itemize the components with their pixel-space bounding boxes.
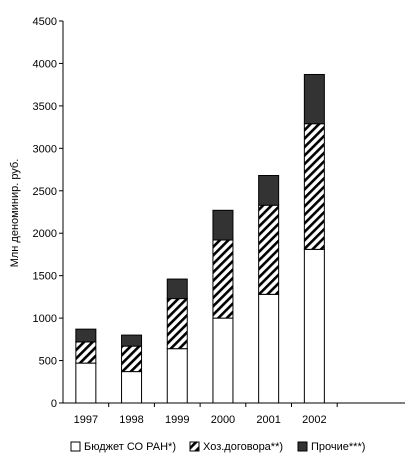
y-tick-label: 1000	[33, 313, 57, 325]
bar-segment-2	[166, 298, 188, 350]
bar-segment-3	[166, 278, 188, 300]
legend-swatch	[297, 441, 308, 452]
x-axis: 1997 1998 1999 2000 2001 2002	[63, 402, 405, 426]
y-tick-label: 500	[39, 356, 57, 368]
bar-segment-3	[303, 73, 325, 125]
bar-segment-2	[258, 204, 280, 295]
bar-segment-1	[258, 293, 280, 404]
plot-area	[75, 73, 325, 404]
y-axis: 0 500 1000 1500 2000 2500 3000 3500 4000 4500	[33, 16, 64, 410]
legend-label: Прочие***)	[311, 441, 365, 453]
y-tick-label: 1500	[33, 271, 57, 283]
legend-label: Бюджет СО РАН*)	[84, 441, 176, 453]
bar-segment-3	[75, 328, 97, 343]
bar-segment-3	[121, 334, 143, 347]
bar-segment-2	[75, 341, 97, 364]
y-tick-label: 3000	[33, 143, 57, 155]
bar-segment-1	[303, 248, 325, 404]
x-tick-label: 2001	[256, 414, 280, 426]
bar-segment-1	[212, 317, 234, 404]
y-tick-label: 2000	[33, 228, 57, 240]
bar-segment-3	[212, 209, 234, 241]
x-tick-label: 1997	[74, 414, 98, 426]
y-tick-label: 4500	[33, 16, 57, 28]
bar-segment-1	[121, 371, 143, 404]
y-tick-label: 4000	[33, 58, 57, 70]
x-tick-label: 1998	[119, 414, 143, 426]
y-tick-label: 0	[51, 398, 57, 410]
y-axis-title: Млн деноминир. руб.	[9, 159, 21, 268]
legend: Бюджет СО РАН*) Хоз.договора**) Прочие***)	[70, 441, 365, 453]
bar-segment-2	[121, 345, 143, 373]
legend-label: Хоз.договора**)	[203, 441, 283, 453]
bar-segment-2	[212, 239, 234, 319]
legend-swatch	[70, 441, 81, 452]
y-tick-label: 2500	[33, 186, 57, 198]
x-tick-label: 2002	[302, 414, 326, 426]
legend-swatch	[189, 441, 200, 452]
bar-segment-2	[303, 123, 325, 250]
x-tick-label: 1999	[165, 414, 189, 426]
bar-segment-1	[75, 362, 97, 404]
y-tick-label: 3500	[33, 101, 57, 113]
bar-segment-3	[258, 174, 280, 206]
bar-segment-1	[166, 348, 188, 404]
x-tick-label: 2000	[211, 414, 235, 426]
